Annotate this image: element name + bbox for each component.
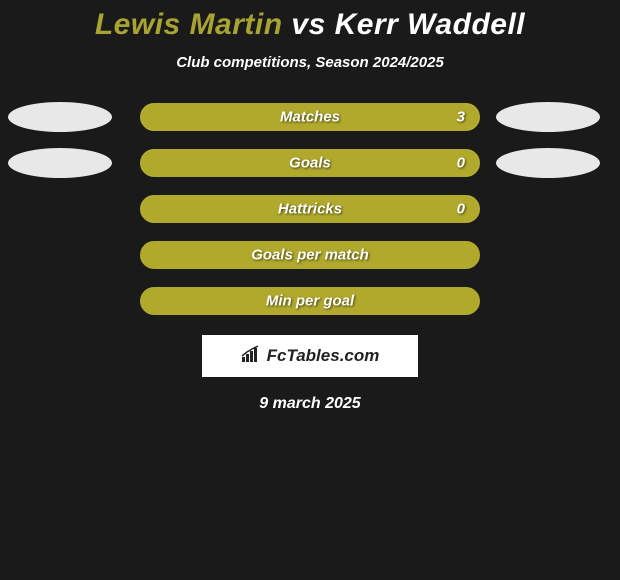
date: 9 march 2025 (0, 395, 620, 413)
logo-text: FcTables.com (267, 346, 380, 366)
stat-row: Matches 3 (0, 103, 620, 131)
vs-text: vs (291, 8, 325, 41)
stat-bar: Goals per match (140, 241, 480, 269)
stat-label: Matches (280, 109, 340, 126)
player1-name: Lewis Martin (95, 8, 283, 41)
stat-label: Hattricks (278, 201, 342, 218)
subtitle: Club competitions, Season 2024/2025 (0, 54, 620, 71)
value-bubble-right (496, 102, 600, 132)
value-bubble-right (496, 148, 600, 178)
logo: FcTables.com (241, 345, 380, 368)
stat-value-right: 0 (457, 201, 465, 218)
stat-label: Goals per match (251, 247, 369, 264)
stat-bar: Min per goal (140, 287, 480, 315)
value-bubble-left (8, 148, 112, 178)
player2-name: Kerr Waddell (335, 8, 526, 41)
stat-value-right: 3 (457, 109, 465, 126)
stat-label: Min per goal (266, 293, 354, 310)
stat-bar: Hattricks 0 (140, 195, 480, 223)
stat-row: Goals 0 (0, 149, 620, 177)
stat-label: Goals (289, 155, 331, 172)
stats-region: Matches 3 Goals 0 Hattricks 0 Goals per match M… (0, 103, 620, 315)
stat-bar: Goals 0 (140, 149, 480, 177)
chart-icon (241, 345, 263, 368)
stat-value-right: 0 (457, 155, 465, 172)
comparison-infographic: Lewis Martin vs Kerr Waddell Club compet… (0, 0, 620, 413)
stat-bar: Matches 3 (140, 103, 480, 131)
stat-row: Goals per match (0, 241, 620, 269)
title: Lewis Martin vs Kerr Waddell (0, 8, 620, 42)
value-bubble-left (8, 102, 112, 132)
stat-row: Hattricks 0 (0, 195, 620, 223)
logo-box: FcTables.com (202, 335, 418, 377)
stat-row: Min per goal (0, 287, 620, 315)
